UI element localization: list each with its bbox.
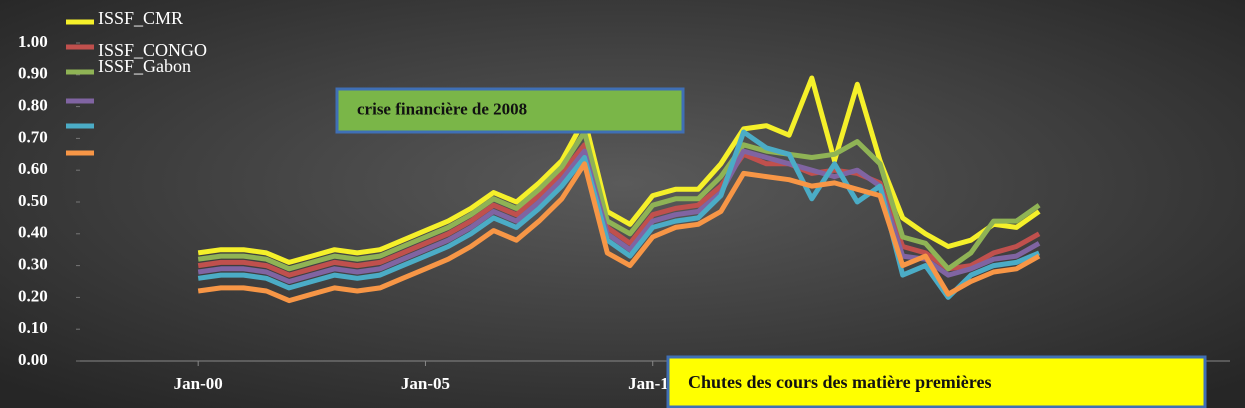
y-tick-label: 0.30 <box>18 255 48 274</box>
legend-label: ISSF_Gabon <box>98 56 191 76</box>
legend-label: ISSF_CONGO <box>98 40 207 60</box>
x-tick-label: Jan-10 <box>628 374 677 393</box>
series-line <box>197 161 1041 304</box>
annotation-text: crise financière de 2008 <box>357 99 527 118</box>
annotation-text: Chutes des cours des matière premières <box>688 372 991 392</box>
legend-label: ISSF_CMR <box>98 8 183 28</box>
y-tick-label: 1.00 <box>18 32 48 51</box>
annotation-box <box>666 355 1207 408</box>
y-tick-label: 0.70 <box>18 127 48 146</box>
series-line <box>197 142 1041 278</box>
y-tick-label: 0.80 <box>18 96 48 115</box>
annotation-box <box>335 87 685 134</box>
y-tick-label: 0.00 <box>18 350 48 369</box>
y-tick-label: 0.60 <box>18 159 48 178</box>
series-line <box>197 75 1041 265</box>
series-line <box>197 148 1041 284</box>
y-tick-label: 0.90 <box>18 64 48 83</box>
x-tick-label: Jan-00 <box>174 374 223 393</box>
y-tick-label: 0.20 <box>18 286 48 305</box>
x-tick-label: Jan-05 <box>401 374 450 393</box>
y-tick-label: 0.40 <box>18 223 48 242</box>
y-tick-label: 0.50 <box>18 191 48 210</box>
y-tick-label: 0.10 <box>18 318 48 337</box>
series-line <box>197 129 1041 272</box>
